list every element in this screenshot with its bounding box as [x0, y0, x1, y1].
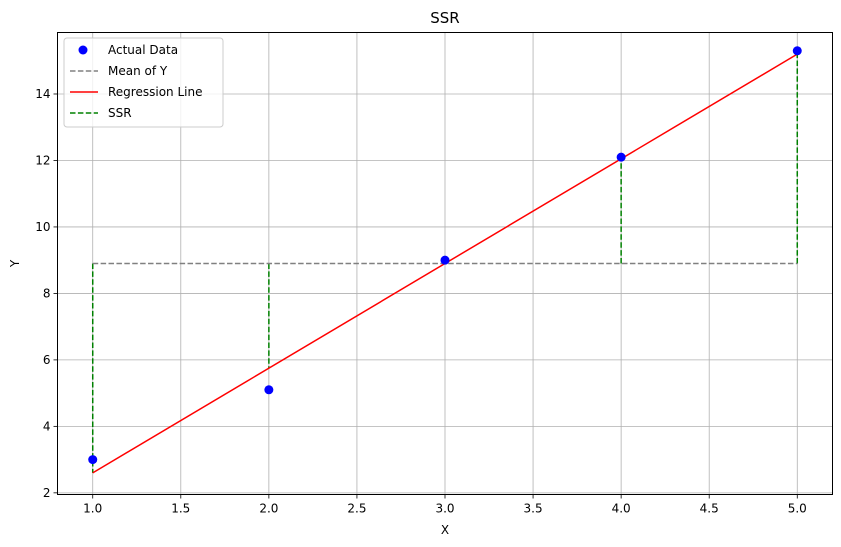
- x-tick-label: 4.5: [700, 502, 719, 516]
- y-tick-label: 12: [35, 153, 50, 167]
- x-tick-label: 2.0: [259, 502, 278, 516]
- data-points: [88, 46, 802, 465]
- y-ticks: 2 4 6 8 10 12 14: [35, 87, 58, 500]
- data-point: [264, 385, 274, 395]
- x-tick-label: 2.5: [347, 502, 366, 516]
- y-tick-label: 14: [35, 87, 50, 101]
- x-ticks: 1.0 1.5 2.0 2.5 3.0 3.5 4.0 4.5 5.0: [83, 494, 807, 516]
- x-tick-label: 1.0: [83, 502, 102, 516]
- x-axis-label: X: [441, 523, 449, 537]
- y-tick-label: 8: [43, 286, 51, 300]
- x-tick-label: 3.5: [524, 502, 543, 516]
- y-axis-label: Y: [8, 259, 22, 268]
- data-point: [616, 152, 626, 162]
- x-tick-label: 1.5: [171, 502, 190, 516]
- y-tick-label: 10: [35, 220, 50, 234]
- x-tick-label: 5.0: [788, 502, 807, 516]
- y-tick-label: 6: [43, 353, 51, 367]
- y-tick-label: 2: [43, 486, 51, 500]
- legend-marker: [78, 45, 88, 55]
- x-tick-label: 3.0: [435, 502, 454, 516]
- x-tick-label: 4.0: [612, 502, 631, 516]
- y-tick-label: 4: [43, 419, 51, 433]
- grid: [57, 32, 833, 495]
- data-point: [440, 255, 450, 265]
- legend-frame: [63, 37, 224, 128]
- legend-label: Regression Line: [108, 85, 202, 99]
- legend-label: Mean of Y: [108, 64, 168, 78]
- data-point: [88, 455, 98, 465]
- legend-label: SSR: [108, 106, 132, 120]
- ssr-lines: [91, 54, 799, 473]
- data-point: [792, 46, 802, 56]
- legend: Actual Data Mean of Y Regression Line SSR: [63, 37, 224, 128]
- chart-title: SSR: [430, 9, 459, 27]
- legend-label: Actual Data: [108, 43, 178, 57]
